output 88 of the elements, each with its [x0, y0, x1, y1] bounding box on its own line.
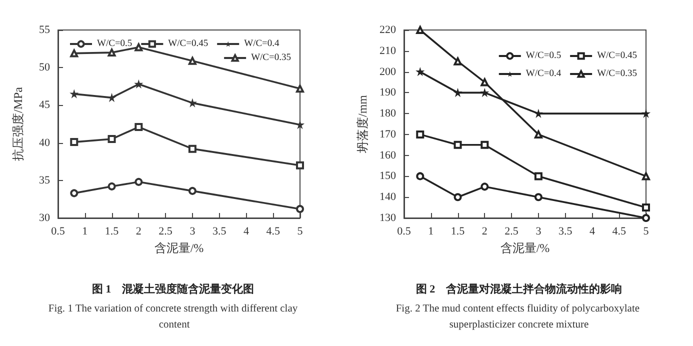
- y-tick-label: 190: [380, 86, 396, 99]
- y-tick-label: 150: [380, 170, 396, 182]
- point: [416, 172, 424, 180]
- point: [454, 89, 462, 96]
- y-axis-title: 坍落度/mm: [356, 94, 370, 154]
- x-tick-label: 4.5: [266, 226, 280, 238]
- y-tick-label: 140: [380, 191, 396, 204]
- x-tick-label: 0.5: [51, 226, 66, 238]
- x-tick-label: 1: [82, 226, 88, 238]
- y-tick-label: 40: [39, 136, 50, 149]
- legend-label: W/C=0.4: [526, 69, 562, 79]
- point: [454, 193, 462, 202]
- y-tick-label: 180: [380, 108, 396, 120]
- y-tick-label: 45: [39, 99, 50, 112]
- point: [134, 43, 143, 52]
- x-tick-label: 3: [190, 226, 196, 238]
- x-tick-label: 3.5: [212, 226, 227, 238]
- point: [134, 123, 143, 132]
- point: [135, 80, 142, 88]
- x-tick-label: 2: [482, 226, 488, 238]
- x-tick-label: 4: [243, 226, 250, 238]
- point: [108, 182, 116, 190]
- x-tick-label: 1.5: [104, 226, 120, 238]
- point: [296, 204, 304, 213]
- y-tick-label: 130: [380, 212, 396, 224]
- point: [481, 89, 488, 96]
- point: [642, 110, 650, 118]
- x-tick-label: 3: [536, 226, 542, 238]
- y-tick-label: 170: [380, 128, 396, 140]
- x-tick-label: 2.5: [504, 226, 519, 238]
- y-tick-label: 210: [380, 44, 396, 57]
- point: [108, 135, 116, 144]
- y-tick-label: 220: [380, 24, 396, 36]
- y-axis-title: 抗压强度/MPa: [11, 86, 25, 162]
- text: Fig. 2 The mud content effects fluidity of polycarboxylate superplasticizer concrete mixture: [396, 304, 642, 330]
- point: [296, 121, 304, 128]
- x-tick-label: 1.5: [450, 226, 466, 238]
- y-tick-label: 50: [39, 62, 50, 74]
- point: [480, 182, 489, 191]
- point: [296, 84, 304, 93]
- text: Fig. 1 The variation of concrete strength with different clay content: [48, 304, 298, 330]
- point: [534, 193, 542, 202]
- point: [416, 68, 424, 76]
- x-tick-label: 2: [136, 226, 142, 238]
- legend-label: W/C=0.4: [244, 39, 280, 49]
- x-tick-label: 4.5: [612, 226, 626, 238]
- y-tick-label: 200: [380, 66, 396, 78]
- point: [454, 140, 462, 149]
- point: [70, 138, 78, 146]
- y-tick-label: 55: [39, 24, 50, 36]
- point: [642, 204, 650, 212]
- point: [188, 56, 196, 65]
- point: [296, 161, 304, 170]
- point: [480, 140, 489, 149]
- x-tick-label: 5: [643, 226, 650, 238]
- x-tick-label: 1: [428, 226, 434, 238]
- x-tick-label: 0.5: [397, 226, 412, 238]
- point: [534, 172, 542, 180]
- x-tick-label: 5: [297, 226, 304, 238]
- point: [480, 78, 489, 86]
- point: [454, 57, 462, 66]
- x-axis-title: 含泥量/%: [500, 240, 550, 255]
- point: [188, 99, 196, 106]
- y-tick-label: 30: [39, 212, 50, 224]
- point: [108, 94, 116, 102]
- point: [70, 189, 78, 198]
- point: [534, 130, 542, 138]
- point: [642, 172, 650, 180]
- point: [70, 90, 78, 98]
- point: [188, 144, 196, 153]
- text: 图 2 含泥量对混凝土拌合物流动性的影响: [416, 282, 622, 296]
- x-tick-label: 3.5: [558, 226, 573, 238]
- legend-label: W/C=0.45: [168, 39, 208, 49]
- y-tick-label: 35: [39, 174, 50, 186]
- y-tick-label: 160: [380, 149, 396, 162]
- legend-label: W/C=0.35: [251, 53, 292, 63]
- x-tick-label: 4: [589, 226, 596, 238]
- x-tick-label: 2.5: [158, 226, 173, 238]
- text: 图 1 混凝土强度随含泥量变化图: [92, 282, 254, 296]
- point: [134, 178, 143, 186]
- point: [416, 130, 424, 138]
- point: [70, 49, 78, 58]
- legend-label: W/C=0.35: [597, 69, 638, 79]
- point: [188, 186, 196, 195]
- legend-label: W/C=0.5: [526, 51, 562, 61]
- legend-label: W/C=0.45: [597, 51, 638, 61]
- x-axis-title: 含泥量/%: [154, 240, 204, 255]
- legend-label: W/C=0.5: [97, 39, 132, 49]
